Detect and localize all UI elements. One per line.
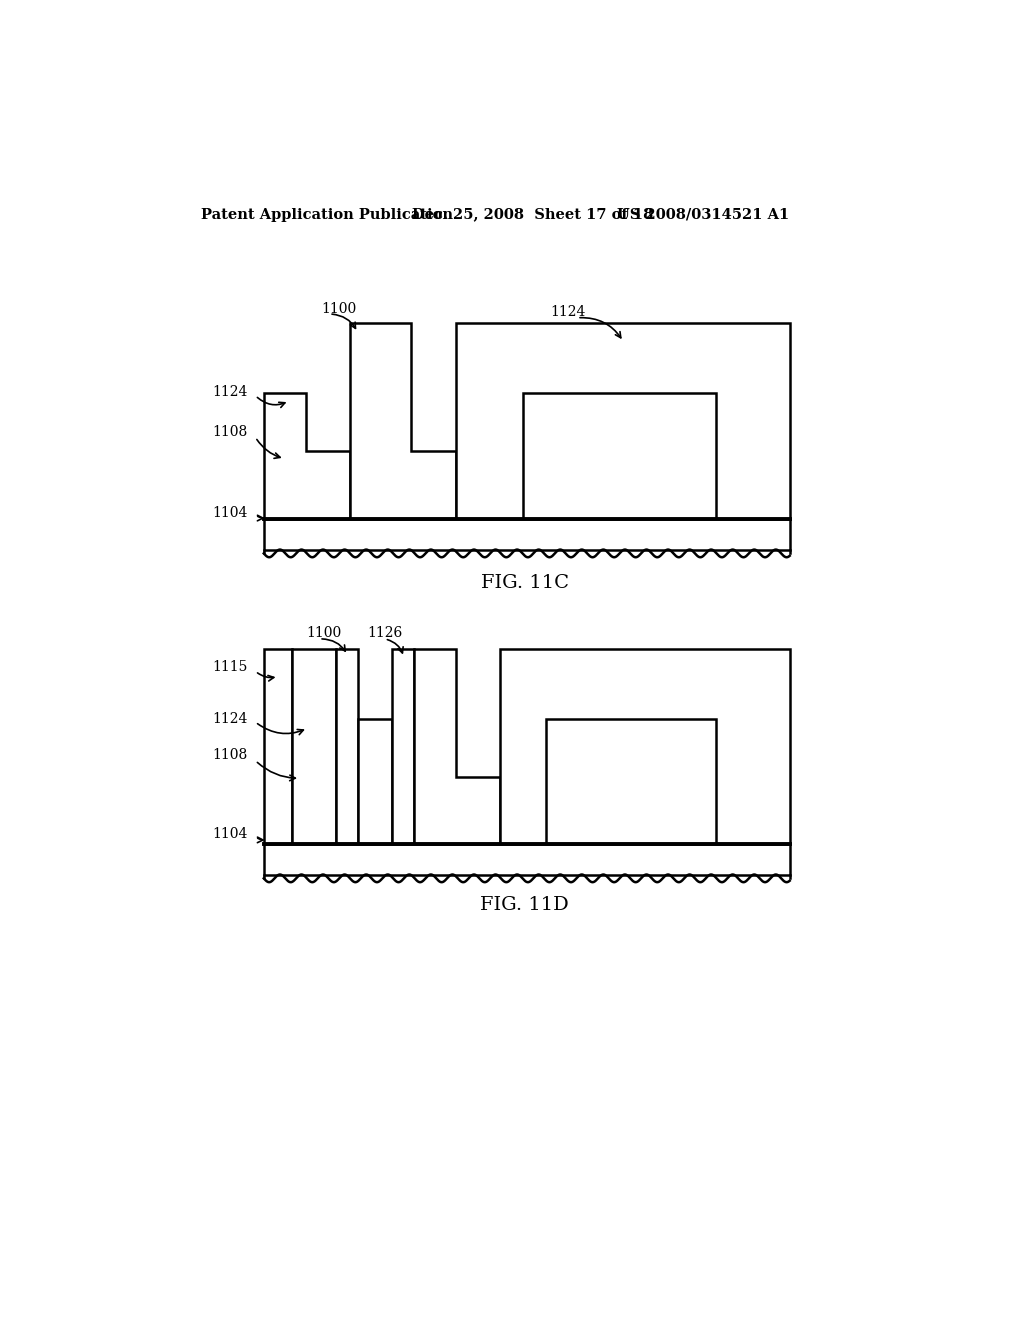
Text: Patent Application Publication: Patent Application Publication	[202, 207, 454, 222]
Text: 1104: 1104	[212, 506, 248, 520]
Text: 1108: 1108	[212, 748, 248, 762]
Text: 1104: 1104	[212, 828, 248, 841]
Polygon shape	[357, 719, 392, 843]
Text: FIG. 11C: FIG. 11C	[481, 574, 568, 593]
Polygon shape	[414, 649, 500, 843]
Polygon shape	[336, 649, 357, 843]
Text: 1100: 1100	[322, 301, 356, 315]
Polygon shape	[292, 649, 336, 843]
Text: US 2008/0314521 A1: US 2008/0314521 A1	[617, 207, 790, 222]
Text: 1100: 1100	[306, 627, 341, 640]
Text: 1124: 1124	[212, 385, 248, 400]
Polygon shape	[457, 323, 790, 519]
Text: 1115: 1115	[212, 660, 248, 673]
Text: 1124: 1124	[212, 711, 248, 726]
Text: Dec. 25, 2008  Sheet 17 of 18: Dec. 25, 2008 Sheet 17 of 18	[412, 207, 653, 222]
Polygon shape	[392, 649, 414, 843]
Polygon shape	[264, 519, 790, 549]
Text: 1124: 1124	[550, 305, 586, 319]
Polygon shape	[350, 323, 457, 519]
Text: 1126: 1126	[368, 627, 403, 640]
Text: 1108: 1108	[212, 425, 248, 438]
Polygon shape	[500, 649, 790, 843]
Polygon shape	[264, 393, 350, 519]
Polygon shape	[264, 843, 790, 875]
Polygon shape	[264, 649, 292, 843]
Text: FIG. 11D: FIG. 11D	[480, 896, 569, 915]
